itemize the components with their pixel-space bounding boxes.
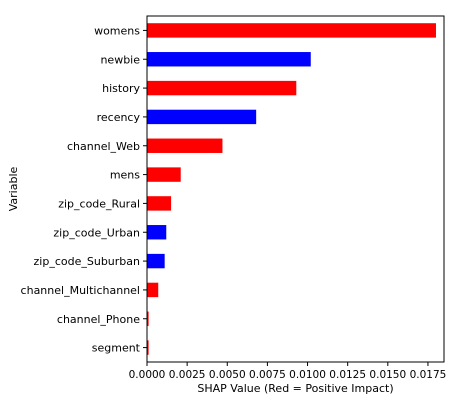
- y-tick-label: channel_Multichannel: [21, 284, 140, 297]
- y-axis-label: Variable: [7, 167, 20, 212]
- y-tick-label: newbie: [100, 53, 140, 66]
- bar-channel-web: [147, 138, 223, 153]
- bar-womens: [147, 23, 436, 38]
- x-tick-label: 0.0150: [369, 369, 406, 381]
- bar-zip-code-urban: [147, 225, 167, 240]
- x-ticks-layer: 0.0000 0.0025 0.0050 0.0075 0.0100 0.0125 0.01…: [129, 362, 447, 381]
- y-tick-label: zip_code_Rural: [58, 197, 140, 210]
- x-tick-label: 0.0175: [410, 369, 447, 381]
- bar-segment: [147, 340, 149, 355]
- x-tick-label: 0.0125: [329, 369, 366, 381]
- y-ticks-layer: womens newbie history recency channel_Webmen…: [21, 24, 147, 355]
- y-tick-label: zip_code_Suburban: [34, 255, 140, 268]
- x-tick-label: 0.0025: [169, 369, 206, 381]
- bar-channel-phone: [147, 311, 149, 326]
- y-tick-label: womens: [94, 24, 140, 37]
- y-tick-label: recency: [97, 111, 141, 124]
- y-tick-label: segment: [92, 342, 141, 355]
- plot-frame: [146, 15, 445, 363]
- y-tick-label: zip_code_Urban: [53, 226, 140, 239]
- x-tick-label: 0.0100: [289, 369, 326, 381]
- bar-channel-multichannel: [147, 282, 159, 298]
- x-tick-label: 0.0050: [209, 369, 246, 381]
- x-tick-label: 0.0075: [249, 369, 286, 381]
- bar-mens: [147, 167, 181, 182]
- bar-zip-code-rural: [147, 196, 172, 211]
- bar-newbie: [147, 52, 311, 67]
- y-tick-label: channel_Web: [67, 140, 140, 153]
- x-tick-label: 0.0000: [129, 369, 166, 381]
- x-axis-label: SHAP Value (Red = Positive Impact): [197, 382, 393, 395]
- bar-recency: [147, 109, 257, 125]
- y-tick-label: history: [102, 82, 140, 95]
- bar-zip-code-suburban: [147, 253, 165, 269]
- y-tick-label: mens: [110, 169, 140, 182]
- y-tick-label: channel_Phone: [57, 313, 140, 326]
- bars-layer: [147, 23, 436, 355]
- bar-history: [147, 80, 297, 96]
